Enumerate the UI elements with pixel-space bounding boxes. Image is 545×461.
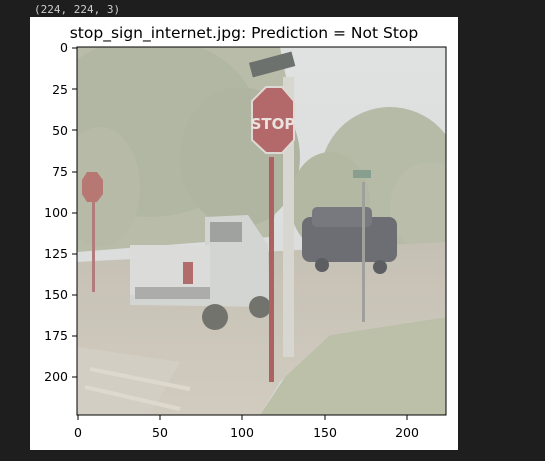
x-tick-label: 0 [74, 425, 82, 440]
figure-canvas: stop_sign_internet.jpg: Prediction = Not… [30, 17, 458, 450]
plot-title: stop_sign_internet.jpg: Prediction = Not… [69, 24, 419, 42]
y-tick-label: 75 [52, 164, 68, 179]
y-tick-label: 0 [60, 40, 68, 55]
x-tick-label: 50 [152, 425, 168, 440]
x-tick-label: 150 [313, 425, 337, 440]
y-tick-label: 175 [44, 328, 68, 343]
photo-image: STOP [77, 47, 446, 415]
y-tick-label: 25 [52, 82, 68, 97]
y-tick-label: 100 [44, 205, 68, 220]
stop-sign-text: STOP [251, 115, 296, 133]
x-tick-label: 100 [230, 425, 254, 440]
x-tick-label: 200 [395, 425, 419, 440]
y-tick-label: 200 [44, 369, 68, 384]
y-axis: 0 25 50 75 100 125 150 175 200 [44, 40, 77, 384]
y-tick-label: 125 [44, 246, 68, 261]
y-tick-label: 50 [52, 123, 68, 138]
console-output: (224, 224, 3) [34, 3, 121, 16]
x-axis: 0 50 100 150 200 [74, 415, 419, 440]
y-tick-label: 150 [44, 287, 68, 302]
axes: STOP 0 50 100 150 200 [44, 40, 447, 440]
